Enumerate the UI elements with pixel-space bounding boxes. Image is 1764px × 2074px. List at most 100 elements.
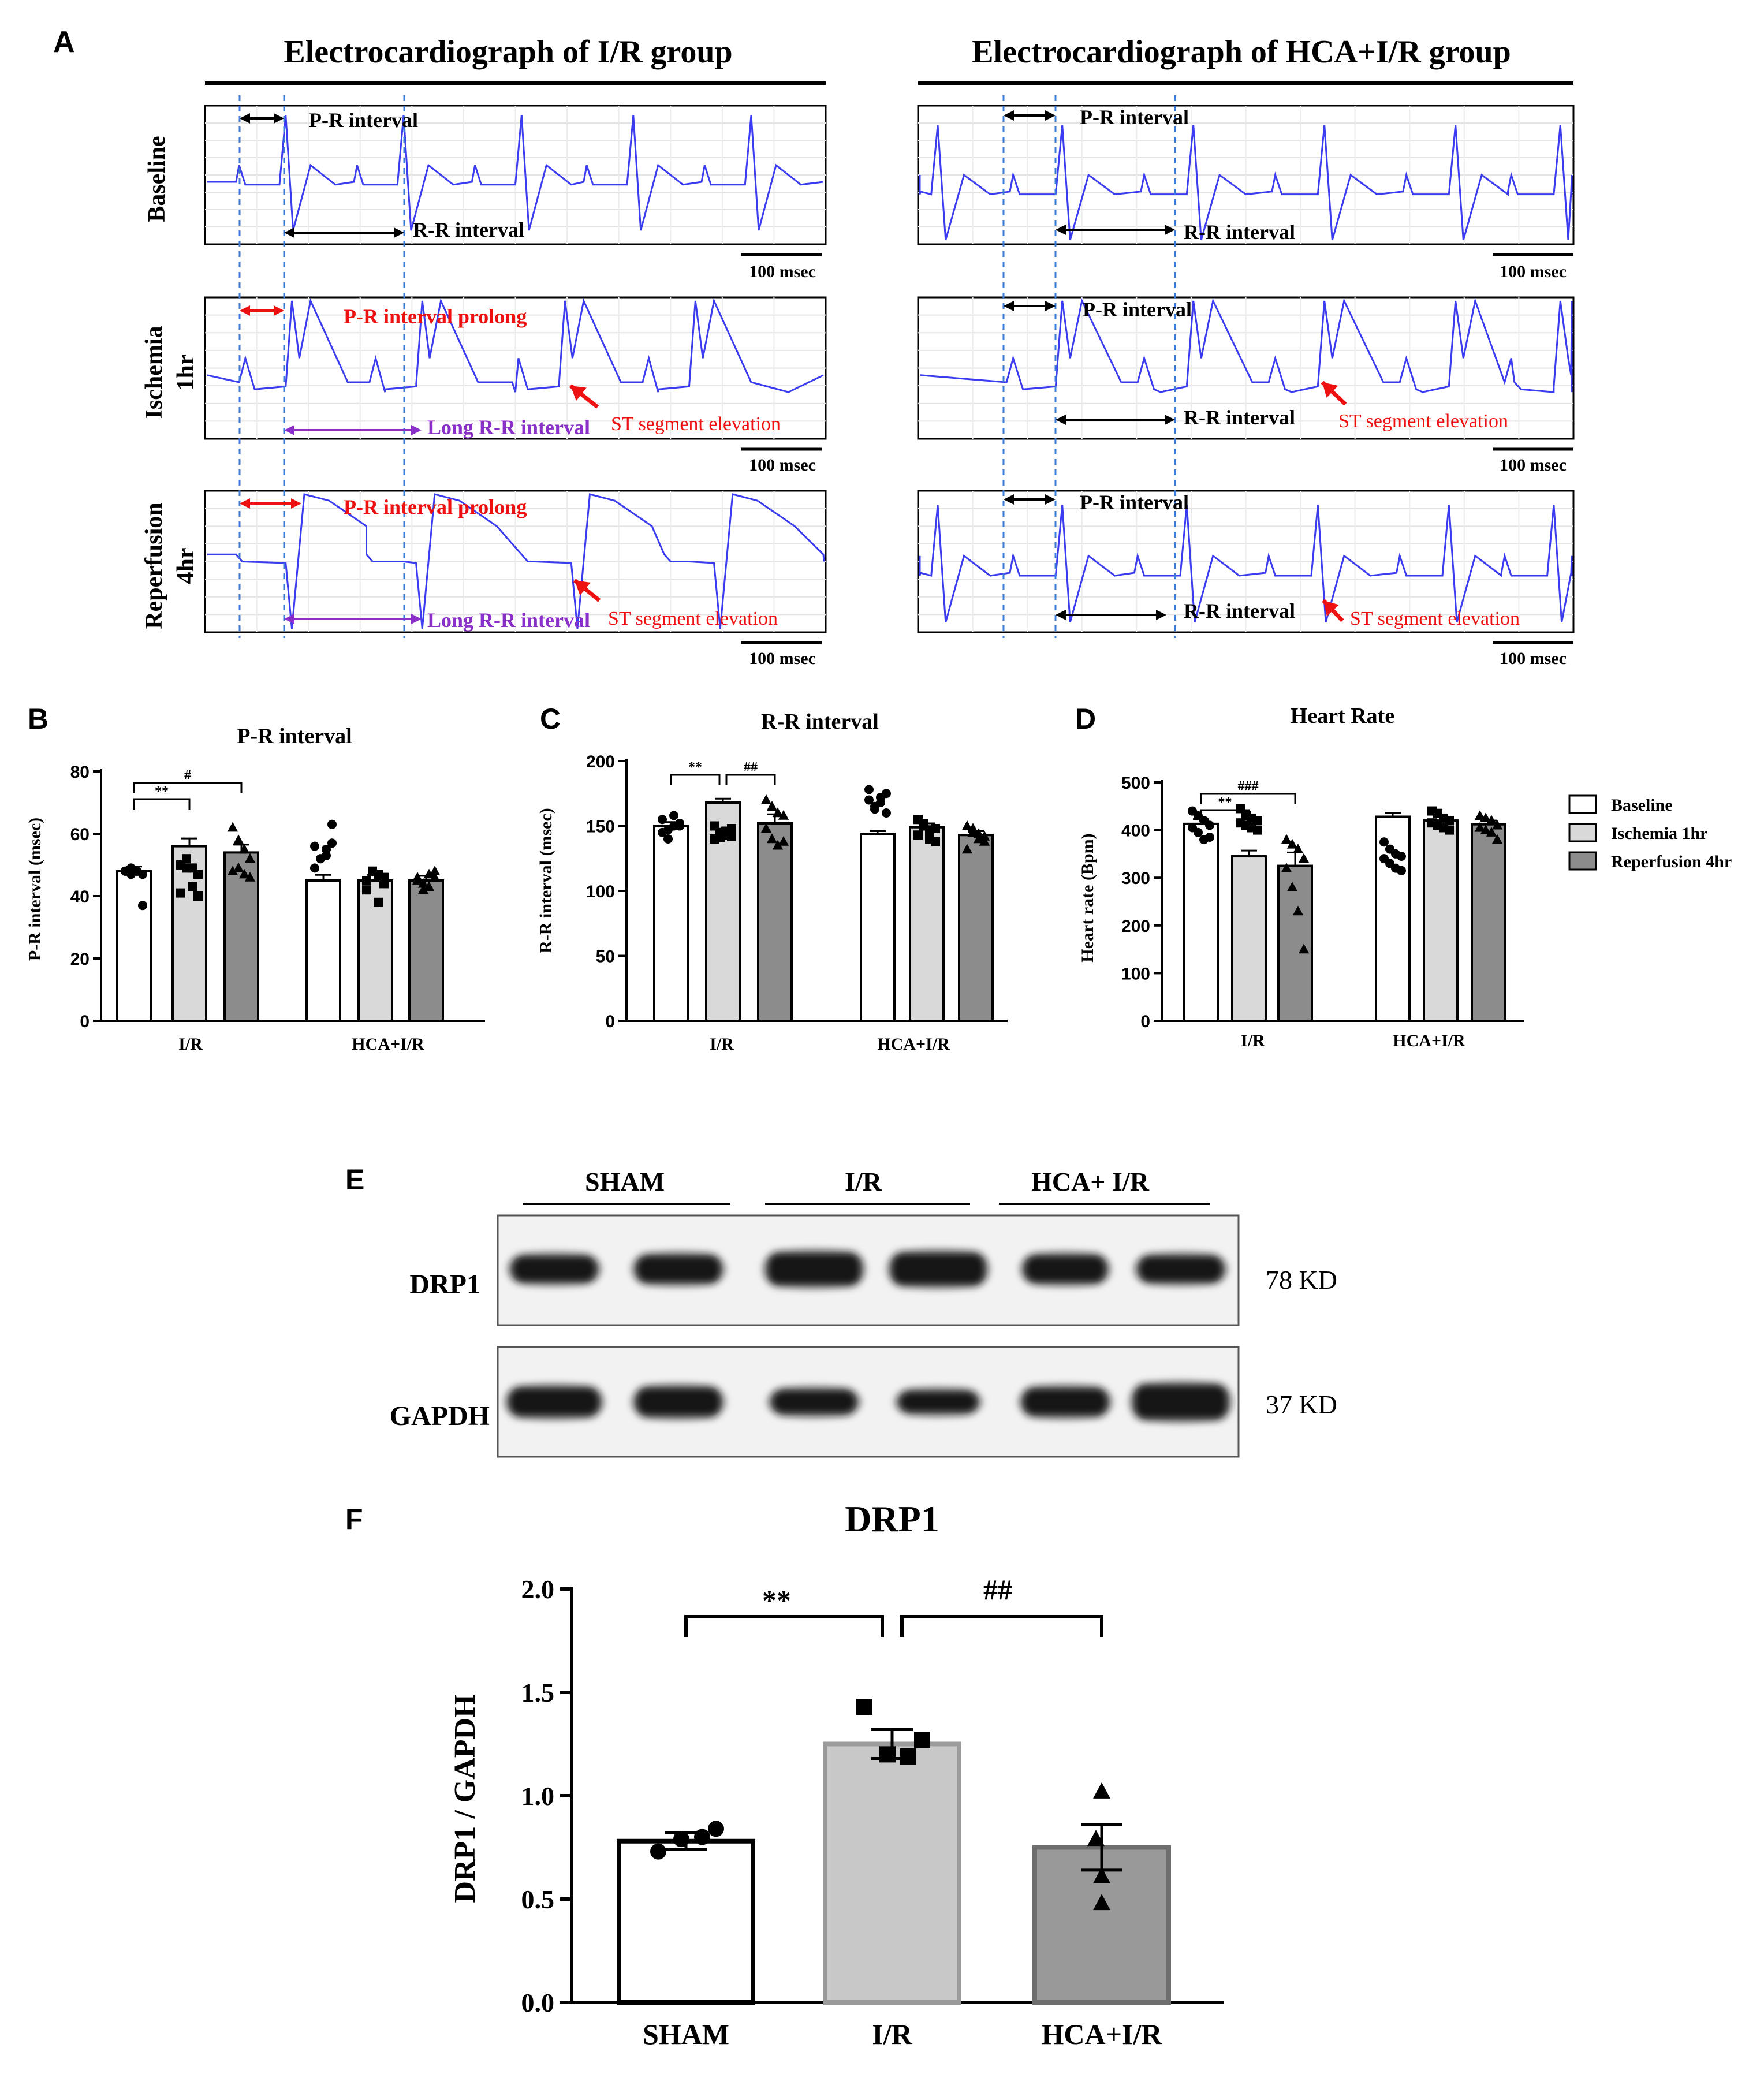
data-point: [864, 785, 874, 794]
data-point: [238, 868, 250, 879]
pr-interval-arrow-head: [1004, 301, 1014, 311]
legend-label-ischemia: Ischemia 1hr: [1611, 824, 1708, 843]
data-point: [227, 822, 238, 832]
y-tick-label: 0.0: [521, 1988, 555, 2017]
blot-row: [497, 1214, 1240, 1326]
data-point: [879, 1746, 896, 1763]
long-rr-arrow-head: [411, 425, 422, 435]
pr-interval-arrow-head: [1045, 110, 1056, 121]
data-point: [675, 821, 684, 831]
st-elevation-arrow-head: [570, 386, 587, 401]
y-tick-label: 0: [1140, 1012, 1150, 1031]
rr-interval-arrow-head: [1165, 225, 1175, 235]
data-point: [708, 1821, 724, 1837]
chart-d-group-ir: I/R: [1241, 1031, 1265, 1050]
rr-interval-arrow-head: [284, 227, 294, 238]
ecg-trace: [919, 505, 1573, 623]
significance-bracket: [133, 798, 191, 810]
blot-band: [1023, 1255, 1107, 1284]
x-tick-label: HCA+I/R: [1041, 2018, 1162, 2050]
data-point: [176, 888, 185, 898]
scale-bar-label: 100 msec: [1500, 456, 1567, 475]
wb-group-sham: SHAM: [585, 1167, 665, 1196]
legend-label-baseline: Baseline: [1611, 796, 1673, 815]
data-point: [1298, 853, 1310, 863]
data-point: [1093, 1894, 1110, 1911]
chart-c-ylabel: R-R interval (msec): [536, 808, 555, 953]
y-tick-label: 1.0: [521, 1781, 555, 1811]
data-point: [1253, 816, 1262, 826]
data-point: [778, 835, 789, 846]
y-tick-label: 0.5: [521, 1885, 555, 1914]
data-point: [913, 830, 923, 840]
bar-chart: 0 50 100 150 200 ** ##: [586, 752, 1008, 1031]
long-rr-arrow-head: [411, 614, 422, 624]
y-tick-label: 0: [80, 1012, 89, 1031]
blot-band: [1133, 1384, 1229, 1420]
ecg-row-label-ischemia-time: 1hr: [173, 355, 199, 391]
bar: [1423, 819, 1459, 1022]
scale-bar-label: 100 msec: [1500, 262, 1567, 281]
pr-interval-arrow-head: [240, 113, 250, 124]
data-point: [1491, 834, 1503, 844]
rr-interval-arrow-head: [1156, 610, 1166, 620]
pr-interval-arrow-head: [1045, 301, 1056, 311]
pr-prolong-arrow-head: [291, 498, 301, 509]
data-point: [423, 881, 435, 891]
chart-b-group-hca: HCA+I/R: [352, 1035, 424, 1054]
data-point: [778, 810, 789, 820]
significance-bracket: [133, 782, 243, 793]
panel-letter-f: F: [345, 1503, 363, 1535]
rr-interval-arrow-head: [1056, 610, 1066, 620]
western-blot: [497, 1214, 1240, 1458]
y-tick-label: 100: [586, 882, 615, 901]
ecg-right-ischemia-st-label: ST segment elevation: [1338, 411, 1508, 432]
ecg-traces: [204, 95, 1575, 644]
data-point: [973, 833, 984, 844]
scale-bar-label: 100 msec: [749, 649, 816, 668]
data-point: [244, 872, 256, 882]
pr-interval-arrow-head: [1004, 494, 1014, 505]
data-point: [417, 884, 429, 894]
data-point: [374, 897, 383, 907]
data-point: [1194, 827, 1203, 837]
data-point: [310, 863, 319, 873]
data-point: [663, 834, 673, 844]
legend-swatch-ischemia: [1568, 823, 1597, 842]
ecg-left-baseline-pr-label: P-R interval: [309, 109, 418, 132]
legend: Baseline Ischemia 1hr Reperfusion 4hr: [1568, 794, 1732, 871]
data-point: [322, 851, 331, 860]
significance-label: ##: [744, 760, 758, 775]
blot-band: [890, 1252, 986, 1286]
panel-letter-a: A: [53, 25, 75, 59]
st-elevation-arrow-head: [575, 580, 591, 596]
panel-letter-c: C: [540, 703, 561, 735]
bar: [757, 822, 793, 1022]
ecg-strip: [204, 296, 827, 451]
wb-size-drp1: 78 KD: [1266, 1265, 1337, 1295]
significance-label: **: [155, 784, 169, 799]
data-point: [931, 837, 940, 846]
y-tick-label: 80: [70, 763, 89, 782]
significance-bracket: [1200, 809, 1250, 820]
data-point: [227, 866, 238, 875]
long-rr-arrow-head: [284, 425, 294, 435]
ecg-left-reperfusion-st-label: ST segment elevation: [608, 608, 778, 629]
significance-label: **: [1218, 795, 1232, 810]
data-point: [1445, 825, 1454, 835]
data-point: [669, 811, 678, 820]
y-tick-label: 60: [70, 825, 89, 844]
data-point: [673, 1831, 689, 1848]
ecg-row-label-reperfusion: Reperfusion: [141, 502, 167, 629]
y-tick-label: 100: [1121, 964, 1150, 983]
data-point: [914, 1732, 930, 1748]
bar: [909, 826, 945, 1022]
y-tick-label: 150: [586, 818, 615, 837]
data-point: [1281, 863, 1292, 872]
data-point: [694, 1829, 710, 1845]
blot-band: [1138, 1255, 1224, 1283]
significance-label: ##: [983, 1573, 1012, 1606]
y-tick-label: 400: [1121, 822, 1150, 841]
blot-frame: [497, 1214, 1240, 1326]
significance-bracket: [670, 774, 721, 785]
